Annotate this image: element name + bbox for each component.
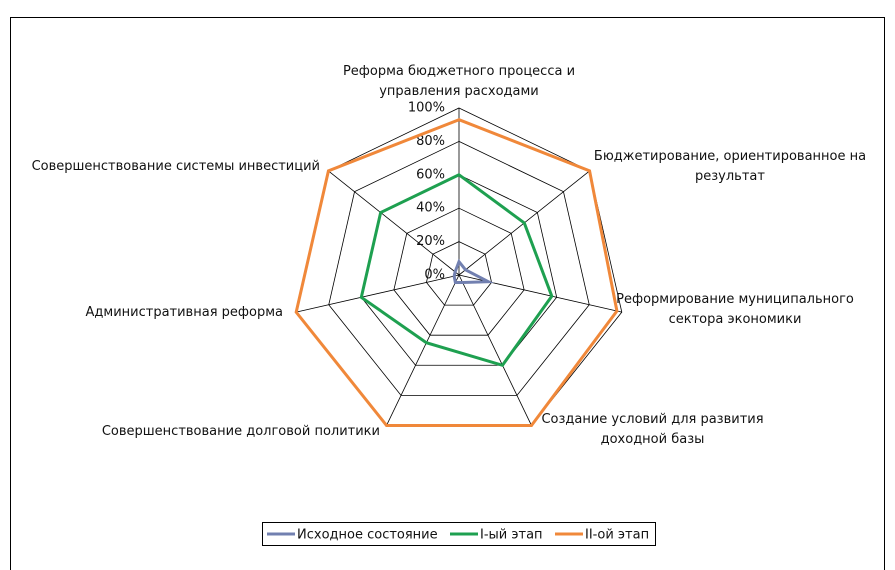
category-label: Реформирование муниципального сектора эк…	[616, 292, 854, 327]
axis-spoke	[458, 274, 532, 426]
grid-ring	[328, 140, 590, 396]
r-tick-label: 40%	[416, 201, 445, 216]
axis-spoke	[328, 170, 460, 276]
category-label: Совершенствование долговой политики	[101, 424, 380, 439]
legend-label: II-ой этап	[585, 528, 649, 543]
grid-ring	[426, 241, 492, 306]
category-label: Административная реформа	[85, 305, 283, 320]
legend-label: Исходное состояние	[297, 528, 438, 543]
category-label: Создание условий для развития доходной б…	[541, 412, 764, 447]
chart-frame	[10, 17, 885, 570]
r-tick-label: 80%	[416, 134, 445, 149]
r-tick-label: 20%	[416, 234, 445, 249]
category-label: Бюджетирование, ориентированное на резул…	[593, 149, 867, 184]
series-line	[294, 118, 619, 427]
grid-ring	[393, 207, 525, 336]
series-line	[359, 173, 554, 368]
axis-spoke	[386, 274, 460, 426]
axis-spoke	[296, 274, 460, 313]
series-line	[452, 258, 495, 285]
legend-label: I-ый этап	[480, 528, 543, 543]
r-tick-label: 100%	[408, 101, 445, 116]
r-tick-label: 60%	[416, 167, 445, 182]
category-label: Совершенствование системы инвестиций	[31, 159, 320, 174]
category-label: Реформа бюджетного процесса и управления…	[342, 64, 576, 99]
r-tick-label: 0%	[424, 268, 445, 283]
